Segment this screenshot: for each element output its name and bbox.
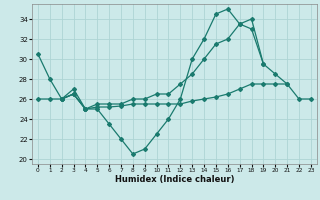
X-axis label: Humidex (Indice chaleur): Humidex (Indice chaleur) (115, 175, 234, 184)
